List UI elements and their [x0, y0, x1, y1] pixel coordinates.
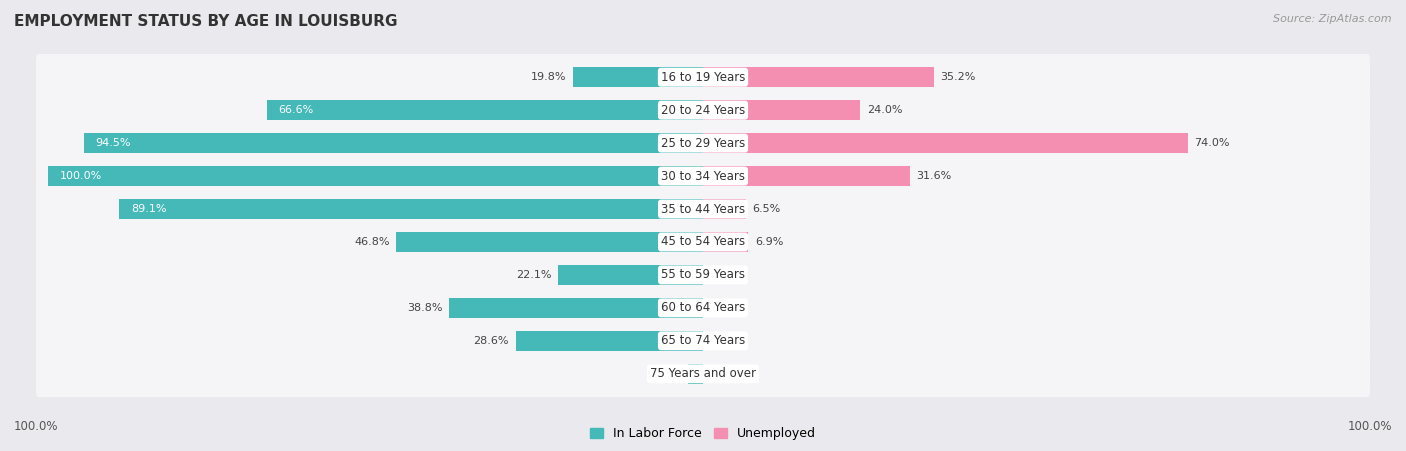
- FancyBboxPatch shape: [37, 218, 1369, 266]
- Bar: [574, 67, 703, 87]
- Bar: [703, 100, 860, 120]
- Bar: [703, 133, 1188, 153]
- Text: 28.6%: 28.6%: [474, 336, 509, 346]
- Text: EMPLOYMENT STATUS BY AGE IN LOUISBURG: EMPLOYMENT STATUS BY AGE IN LOUISBURG: [14, 14, 398, 28]
- Bar: [396, 232, 703, 252]
- Bar: [688, 364, 703, 384]
- Text: 30 to 34 Years: 30 to 34 Years: [661, 170, 745, 183]
- FancyBboxPatch shape: [37, 152, 1369, 200]
- Text: 46.8%: 46.8%: [354, 237, 389, 247]
- FancyBboxPatch shape: [37, 119, 1369, 167]
- Bar: [84, 133, 703, 153]
- Text: 20 to 24 Years: 20 to 24 Years: [661, 104, 745, 117]
- Legend: In Labor Force, Unemployed: In Labor Force, Unemployed: [585, 423, 821, 446]
- Text: 0.0%: 0.0%: [710, 336, 738, 346]
- Bar: [449, 298, 703, 318]
- Text: 100.0%: 100.0%: [14, 420, 59, 433]
- Text: 35.2%: 35.2%: [941, 72, 976, 82]
- Text: 94.5%: 94.5%: [96, 138, 131, 148]
- Bar: [558, 265, 703, 285]
- Text: 38.8%: 38.8%: [406, 303, 443, 313]
- Text: 0.0%: 0.0%: [710, 270, 738, 280]
- Text: 19.8%: 19.8%: [531, 72, 567, 82]
- Text: 22.1%: 22.1%: [516, 270, 551, 280]
- Text: 35 to 44 Years: 35 to 44 Years: [661, 202, 745, 216]
- Text: Source: ZipAtlas.com: Source: ZipAtlas.com: [1274, 14, 1392, 23]
- Text: 60 to 64 Years: 60 to 64 Years: [661, 301, 745, 314]
- Bar: [516, 331, 703, 351]
- Bar: [703, 166, 910, 186]
- Bar: [703, 199, 745, 219]
- Bar: [48, 166, 703, 186]
- Text: 45 to 54 Years: 45 to 54 Years: [661, 235, 745, 249]
- FancyBboxPatch shape: [37, 53, 1369, 101]
- Bar: [120, 199, 703, 219]
- FancyBboxPatch shape: [37, 86, 1369, 134]
- FancyBboxPatch shape: [37, 317, 1369, 365]
- Text: 65 to 74 Years: 65 to 74 Years: [661, 334, 745, 347]
- Text: 31.6%: 31.6%: [917, 171, 952, 181]
- Text: 6.5%: 6.5%: [752, 204, 780, 214]
- Text: 66.6%: 66.6%: [278, 105, 314, 115]
- FancyBboxPatch shape: [37, 284, 1369, 332]
- Text: 100.0%: 100.0%: [1347, 420, 1392, 433]
- Text: 0.0%: 0.0%: [710, 369, 738, 379]
- FancyBboxPatch shape: [37, 350, 1369, 398]
- Bar: [703, 67, 934, 87]
- FancyBboxPatch shape: [37, 185, 1369, 233]
- Text: 75 Years and over: 75 Years and over: [650, 367, 756, 380]
- Text: 55 to 59 Years: 55 to 59 Years: [661, 268, 745, 281]
- Bar: [267, 100, 703, 120]
- Text: 0.0%: 0.0%: [710, 303, 738, 313]
- Text: 2.3%: 2.3%: [652, 369, 682, 379]
- Text: 74.0%: 74.0%: [1195, 138, 1230, 148]
- Text: 24.0%: 24.0%: [868, 105, 903, 115]
- Text: 6.9%: 6.9%: [755, 237, 783, 247]
- Text: 16 to 19 Years: 16 to 19 Years: [661, 71, 745, 84]
- Bar: [703, 232, 748, 252]
- FancyBboxPatch shape: [37, 251, 1369, 299]
- Text: 25 to 29 Years: 25 to 29 Years: [661, 137, 745, 150]
- Text: 89.1%: 89.1%: [131, 204, 166, 214]
- Text: 100.0%: 100.0%: [59, 171, 101, 181]
